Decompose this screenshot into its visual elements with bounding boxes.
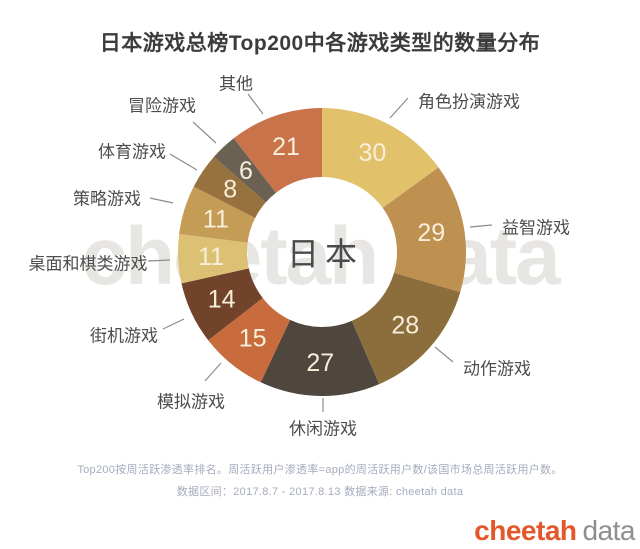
footnote-line1: Top200按周活跃渗透率排名。周活跃用户渗透率=app的周活跃用户数/该国市场… bbox=[77, 464, 563, 476]
leader-line-sports bbox=[169, 153, 198, 171]
donut-segment-2 bbox=[351, 272, 461, 385]
chart-title: 日本游戏总榜Top200中各游戏类型的数量分布 bbox=[99, 32, 541, 55]
leader-line-other bbox=[247, 93, 264, 115]
segment-value-2: 28 bbox=[391, 311, 419, 339]
donut-segment-10 bbox=[233, 108, 322, 193]
leader-line-simulation bbox=[204, 362, 222, 382]
leader-line-role-playing bbox=[389, 97, 409, 119]
donut-segment-6 bbox=[178, 233, 249, 284]
segment-label-action: 动作游戏 bbox=[463, 359, 531, 379]
cheetah-data-logo: cheetah data bbox=[474, 515, 635, 547]
segment-value-0: 30 bbox=[358, 139, 386, 167]
leader-line-board bbox=[147, 259, 171, 262]
segment-value-1: 29 bbox=[417, 219, 445, 247]
donut-segment-9 bbox=[213, 138, 277, 203]
logo-suffix-text: data bbox=[582, 515, 636, 546]
segment-value-7: 11 bbox=[203, 205, 229, 233]
segment-label-adventure: 冒险游戏 bbox=[128, 96, 196, 116]
leader-line-strategy bbox=[149, 197, 174, 204]
segment-label-other: 其他 bbox=[219, 74, 253, 94]
logo-brand-text: cheetah bbox=[474, 515, 577, 546]
leader-line-arcade bbox=[162, 318, 185, 330]
donut-segment-0 bbox=[322, 108, 439, 208]
segment-value-3: 27 bbox=[306, 349, 334, 377]
segment-label-simulation: 模拟游戏 bbox=[157, 392, 225, 412]
segment-value-8: 8 bbox=[223, 176, 237, 204]
segment-label-board-card: 桌面和棋类游戏 bbox=[28, 254, 148, 274]
donut-segment-4 bbox=[208, 297, 291, 383]
leader-line-puzzle bbox=[469, 224, 493, 228]
donut-segment-5 bbox=[181, 268, 263, 341]
segment-label-puzzle: 益智游戏 bbox=[502, 218, 570, 238]
donut-segment-7 bbox=[179, 186, 256, 243]
leader-line-action bbox=[434, 346, 454, 363]
leader-lines bbox=[147, 93, 493, 412]
segment-label-arcade: 街机游戏 bbox=[90, 326, 158, 346]
segment-value-4: 15 bbox=[239, 325, 267, 353]
segment-value-9: 6 bbox=[239, 157, 253, 185]
donut-segment-3 bbox=[260, 319, 380, 397]
segment-label-sports: 体育游戏 bbox=[98, 142, 166, 162]
leader-line-adventure bbox=[192, 121, 217, 144]
donut-center-label: 日本 bbox=[286, 236, 364, 272]
donut-segment-8 bbox=[193, 156, 266, 218]
donut-segments bbox=[178, 108, 466, 397]
segment-label-casual: 休闲游戏 bbox=[289, 419, 357, 439]
segment-value-10: 21 bbox=[272, 133, 300, 161]
segment-label-role-playing: 角色扮演游戏 bbox=[418, 92, 520, 112]
footnote-line2: 数据区间：2017.8.7 - 2017.8.13 数据来源: cheetah … bbox=[176, 486, 464, 498]
donut-segment-1 bbox=[382, 167, 466, 293]
segment-value-5: 14 bbox=[208, 285, 236, 313]
segment-value-6: 11 bbox=[198, 243, 224, 271]
segment-label-strategy: 策略游戏 bbox=[73, 189, 141, 209]
